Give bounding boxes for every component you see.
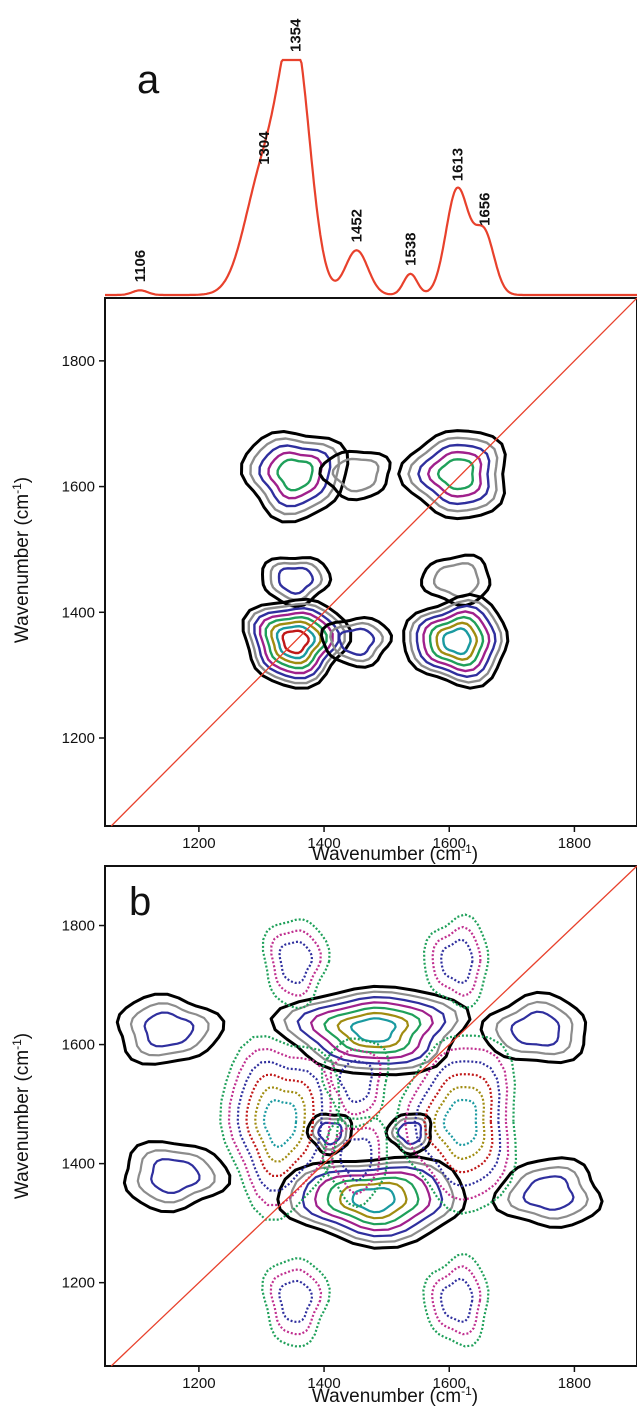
synchronous-map-panel: 12001400160018001200140016001800 Wavenum… [10,298,637,865]
panel-letter-a: a [137,58,160,102]
y-tick-label: 1800 [62,918,95,935]
y-tick-label: 1200 [62,1275,95,1292]
y-tick-label: 1600 [62,1037,95,1054]
asynchronous-map-panel: b 12001400160018001200140016001800 Waven… [10,866,637,1407]
x-axis-label-a: Wavenumber (cm-1) [312,842,478,865]
peak-label: 1452 [349,209,366,242]
y-axis-label-a: Wavenumber (cm-1) [10,477,33,643]
plot-frame-a [105,298,637,826]
panel-letter-b: b [129,880,151,924]
peak-labels: 1106 1304 1354 1452 1538 1613 1656 [132,18,493,282]
x-tick-label: 1800 [558,835,591,852]
peak-label: 1354 [287,18,304,52]
peak-label: 1304 [256,131,273,165]
y-tick-label: 1400 [62,604,95,621]
x-tick-label: 1200 [182,1375,215,1392]
x-tick-label: 1800 [558,1375,591,1392]
y-tick-label: 1600 [62,479,95,496]
spectrum-panel: a 1106 1304 1354 1452 1538 1613 1656 [105,18,637,295]
y-tick-label: 1200 [62,730,95,747]
y-axis-label-b: Wavenumber (cm-1) [10,1033,33,1199]
peak-label: 1538 [402,232,419,265]
spectrum-line [105,60,637,295]
peak-label: 1613 [449,148,466,181]
peak-label: 1656 [476,193,493,226]
x-tick-label: 1200 [182,835,215,852]
y-tick-label: 1800 [62,353,95,370]
x-axis-label-b: Wavenumber (cm-1) [312,1384,478,1407]
y-tick-label: 1400 [62,1156,95,1173]
peak-label: 1106 [132,250,149,283]
